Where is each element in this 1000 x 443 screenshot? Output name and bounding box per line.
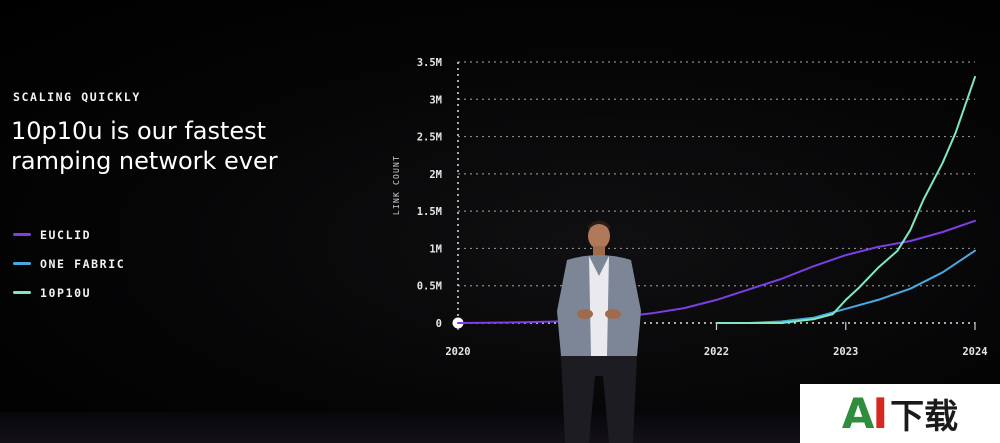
watermark-letter-i: I — [872, 389, 889, 438]
y-tick-label: 2M — [429, 169, 442, 181]
slide-headline: 10p10u is our fastest ramping network ev… — [11, 117, 278, 175]
legend-item-euclid: EUCLID — [13, 220, 125, 249]
series-line-10p10u — [715, 75, 976, 324]
y-tick-label: 3M — [429, 94, 442, 106]
watermark-text: 下载 — [890, 397, 959, 437]
watermark-letter-a: A — [841, 389, 874, 438]
y-tick-label: 3.5M — [417, 57, 442, 69]
y-tick-label: 2.5M — [417, 132, 442, 144]
y-tick-label: 1.5M — [417, 206, 442, 218]
y-axis-title: LINK COUNT — [392, 155, 401, 215]
x-tick-label: 2024 — [962, 346, 987, 358]
x-tick-label: 2020 — [445, 346, 470, 358]
eyebrow-label: SCALING QUICKLY — [13, 90, 141, 104]
legend-label-one-fabric: ONE FABRIC — [40, 256, 126, 271]
series-line-euclid — [457, 219, 976, 324]
chart-legend: EUCLID ONE FABRIC 10P10U — [13, 220, 125, 307]
tick-labels: 0 0.5M 1M 1.5M 2M 2.5M 3M 3.5M 2020 2022 2023 2024 L… — [392, 57, 988, 358]
x-tick-label: 2023 — [833, 346, 858, 358]
presenter-figure — [557, 220, 641, 443]
y-tick-label: 0 — [436, 318, 442, 330]
legend-swatch-euclid — [13, 233, 31, 236]
y-tick-label: 0.5M — [417, 281, 442, 293]
legend-item-one-fabric: ONE FABRIC — [13, 249, 125, 278]
legend-label-euclid: EUCLID — [40, 227, 92, 242]
legend-label-10p10u: 10P10U — [40, 285, 92, 300]
gridlines — [458, 61, 975, 287]
legend-swatch-10p10u — [13, 291, 31, 294]
y-tick-label: 1M — [429, 243, 442, 255]
legend-swatch-one-fabric — [13, 262, 31, 265]
watermark-logo: A I 下载 — [800, 384, 1000, 443]
axes — [452, 62, 976, 330]
x-tick-label: 2022 — [704, 346, 729, 358]
legend-item-10p10u: 10P10U — [13, 278, 125, 307]
